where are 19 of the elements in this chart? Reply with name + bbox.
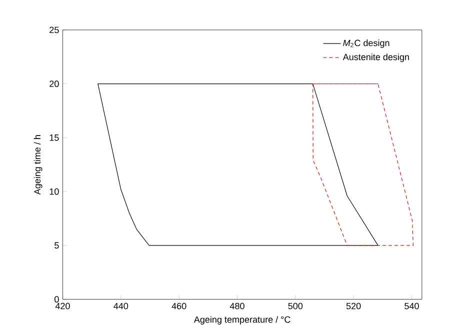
x-tick-label: 480 <box>230 302 244 310</box>
x-tick-label: 500 <box>288 302 303 310</box>
y-tick-label: 0 <box>54 296 59 303</box>
x-tick-label: 540 <box>404 302 419 310</box>
legend-label: Austenite design <box>342 54 409 62</box>
x-tick-label: 440 <box>114 302 128 310</box>
x-tick-label: 460 <box>172 302 186 310</box>
y-tick-label: 25 <box>50 26 59 34</box>
line-series <box>312 84 414 246</box>
y-tick-label: 20 <box>50 80 59 88</box>
x-tick-label: 520 <box>346 302 361 310</box>
y-axis-title: Ageing time / h <box>34 135 42 195</box>
legend-label: M$_{2}$C design <box>343 40 390 48</box>
line-series <box>98 84 378 246</box>
y-tick-label: 5 <box>54 242 59 249</box>
x-tick-label: 420 <box>55 302 70 310</box>
x-axis-title: Ageing temperature / °C <box>194 316 290 325</box>
y-tick-label: 15 <box>50 134 59 141</box>
y-tick-label: 10 <box>50 188 59 195</box>
